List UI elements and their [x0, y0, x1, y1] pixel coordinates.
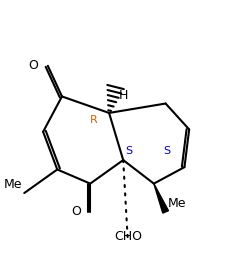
Text: R: R	[90, 115, 97, 125]
Text: CHO: CHO	[114, 230, 142, 242]
Text: H: H	[119, 89, 128, 102]
Polygon shape	[154, 184, 168, 213]
Text: O: O	[71, 205, 81, 218]
Text: Me: Me	[168, 197, 187, 210]
Text: O: O	[28, 59, 38, 72]
Text: S: S	[126, 146, 133, 156]
Text: Me: Me	[3, 178, 22, 191]
Text: S: S	[163, 146, 170, 156]
